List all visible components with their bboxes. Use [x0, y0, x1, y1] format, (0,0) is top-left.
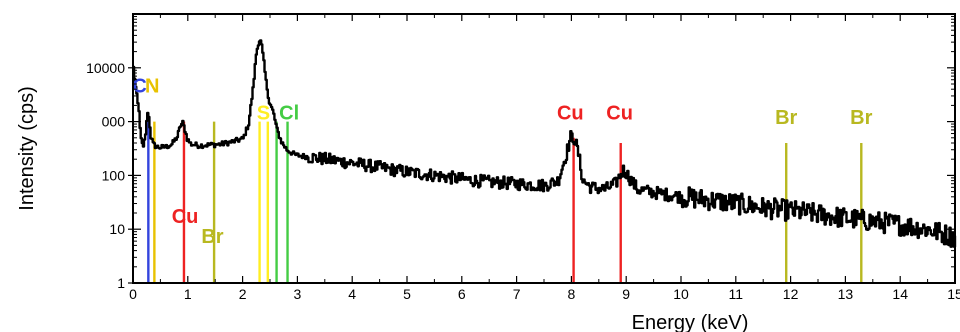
x-axis-ticks: 0 1 2 3 4 5 6 7 8 9 10 11 12 13 14 15 — [129, 14, 960, 302]
y-tick-label: 100 — [102, 167, 126, 183]
peak-annotation: Br — [201, 226, 223, 248]
x-tick-label: 4 — [348, 286, 356, 302]
y-tick-label: 1 — [117, 275, 125, 291]
peak-annotation: Cu — [172, 206, 199, 228]
peak-annotation: Cu — [557, 102, 584, 124]
x-tick-label: 14 — [892, 286, 908, 302]
x-tick-label: 6 — [458, 286, 466, 302]
x-axis-label: Energy (keV) — [632, 312, 749, 332]
y-tick-label: 000 — [102, 114, 126, 130]
peak-annotation: Cl — [279, 102, 299, 124]
peak-annotation: C — [132, 75, 146, 97]
x-tick-label: 1 — [184, 286, 192, 302]
x-tick-label: 15 — [947, 286, 960, 302]
x-tick-label: 8 — [568, 286, 576, 302]
y-axis-label: Intensity (cps) — [16, 86, 38, 210]
x-tick-label: 5 — [403, 286, 411, 302]
x-tick-label: 7 — [513, 286, 521, 302]
x-tick-label: 0 — [129, 286, 137, 302]
y-tick-label: 10000 — [86, 60, 125, 76]
x-tick-label: 9 — [622, 286, 630, 302]
peak-annotation: N — [145, 75, 159, 97]
x-tick-label: 2 — [239, 286, 247, 302]
x-tick-label: 12 — [783, 286, 799, 302]
x-tick-label: 10 — [673, 286, 689, 302]
x-tick-label: 11 — [729, 286, 744, 302]
spectrum-series — [132, 39, 957, 248]
x-tick-label: 3 — [294, 286, 302, 302]
peak-annotation: Cu — [606, 102, 633, 124]
y-tick-label: 10 — [109, 221, 125, 237]
peak-annotation: Br — [850, 107, 872, 129]
y-axis-ticks: 1 10 100 000 10000 — [86, 15, 955, 291]
peak-annotation: S — [257, 102, 270, 124]
peak-markers — [147, 121, 863, 283]
x-tick-label: 13 — [838, 286, 854, 302]
peak-annotation: Br — [775, 107, 797, 129]
spectrum-line — [132, 39, 957, 248]
